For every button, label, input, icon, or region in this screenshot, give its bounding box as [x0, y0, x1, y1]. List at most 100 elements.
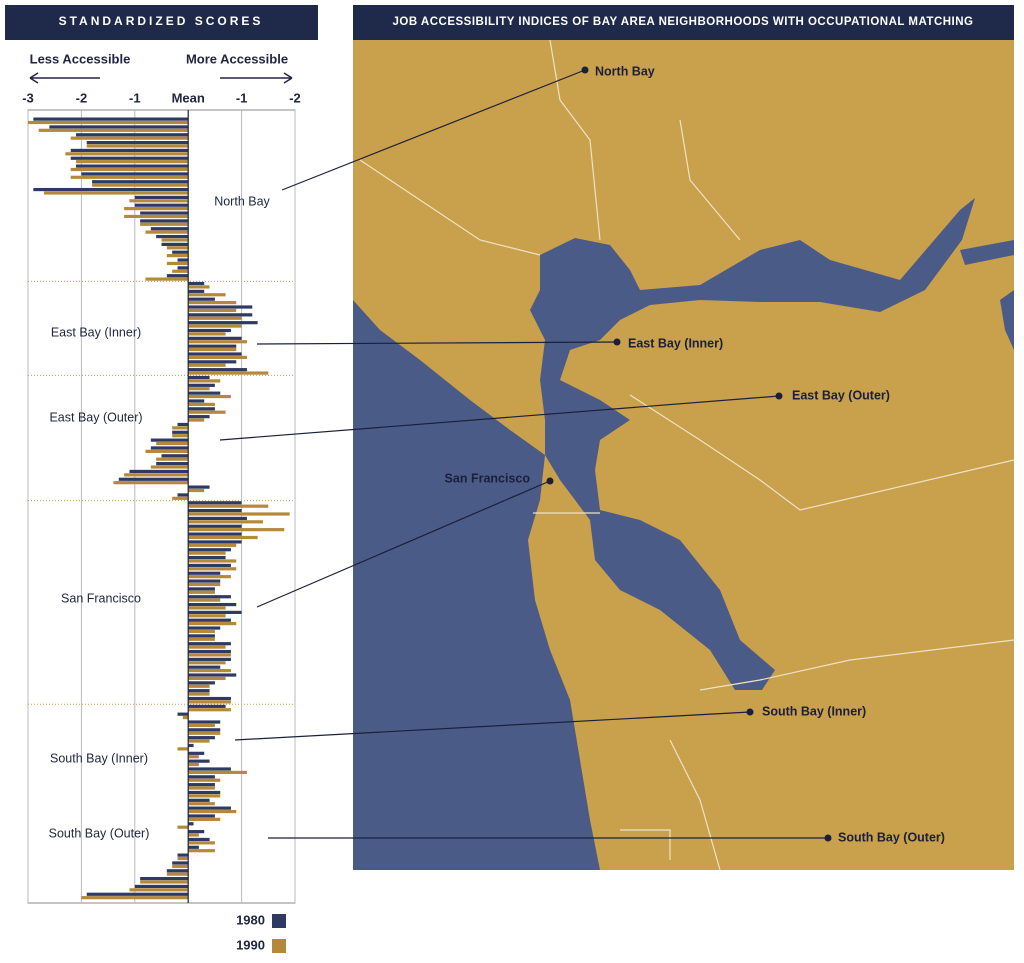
leader-line	[281, 69, 586, 191]
bar	[140, 880, 189, 884]
bar	[188, 582, 221, 587]
bar	[188, 387, 210, 391]
chart-title-bar	[5, 5, 318, 40]
bar	[188, 606, 226, 610]
bar	[188, 555, 226, 560]
bar	[188, 488, 205, 493]
bar	[140, 219, 189, 223]
bar	[188, 300, 237, 305]
group-label: South Bay (Outer)	[49, 826, 150, 840]
bar	[188, 297, 215, 301]
bar	[156, 441, 189, 446]
bar	[188, 689, 210, 693]
bar	[188, 642, 231, 646]
group-label: East Bay (Outer)	[49, 410, 142, 424]
bar	[188, 762, 199, 767]
bar	[188, 817, 221, 821]
bar	[188, 540, 242, 544]
leader-line	[256, 480, 551, 608]
bar	[166, 254, 189, 258]
axis-annotation: Less Accessible	[30, 51, 131, 66]
legend-swatch	[272, 939, 286, 953]
river	[960, 240, 1014, 350]
bar	[150, 227, 189, 231]
bar	[188, 344, 237, 348]
bar	[188, 516, 247, 521]
bar	[188, 790, 221, 795]
bar	[188, 637, 215, 641]
bar	[188, 559, 237, 563]
bar	[188, 402, 215, 406]
bar	[166, 246, 189, 250]
bar	[49, 125, 189, 129]
bar	[81, 172, 189, 176]
bar	[177, 747, 189, 751]
bar	[188, 681, 215, 685]
bar	[188, 313, 253, 317]
bar	[188, 822, 194, 826]
bar	[188, 360, 237, 364]
bar	[150, 438, 189, 442]
bar	[188, 794, 221, 798]
bar	[92, 180, 189, 184]
bar	[177, 258, 189, 262]
bar	[188, 595, 231, 599]
bar	[188, 371, 269, 375]
group-label: East Bay (Inner)	[51, 325, 141, 339]
bar	[188, 708, 231, 712]
bar	[172, 430, 189, 434]
bar	[188, 332, 226, 336]
bar	[129, 888, 189, 892]
bar	[172, 496, 189, 500]
bar	[70, 167, 189, 172]
bar	[177, 853, 189, 857]
bar	[156, 457, 189, 461]
right-arrow	[220, 72, 293, 84]
bar	[188, 755, 199, 759]
bar	[33, 117, 189, 121]
bar	[188, 626, 221, 630]
bar	[188, 602, 237, 607]
bar	[188, 802, 215, 806]
arrows	[29, 72, 293, 84]
bar	[70, 156, 189, 160]
bar	[188, 532, 242, 536]
legend-swatch	[272, 914, 286, 928]
map: JOB ACCESSIBILITY INDICES OF BAY AREA NE…	[353, 5, 1015, 871]
bar	[188, 700, 231, 704]
bar	[188, 567, 237, 571]
x-tick-label: -1	[236, 90, 248, 105]
map-label: North Bay	[595, 64, 655, 78]
bar	[166, 872, 189, 876]
bar	[177, 493, 189, 497]
bar	[172, 861, 189, 865]
bar	[188, 610, 242, 614]
bar	[140, 877, 189, 881]
bar	[188, 504, 269, 508]
bar	[129, 199, 189, 203]
bar	[161, 242, 189, 246]
bar	[156, 234, 189, 239]
bar	[161, 238, 189, 242]
bar	[172, 426, 189, 430]
map-dot	[613, 338, 621, 346]
bar	[145, 277, 189, 281]
axis-annotation: More Accessible	[186, 51, 288, 66]
bar	[188, 524, 242, 528]
bar	[38, 128, 189, 132]
leader-line	[219, 395, 780, 441]
bar	[188, 751, 205, 755]
bar	[161, 454, 189, 458]
bar	[92, 183, 189, 187]
bar	[188, 661, 226, 665]
bar	[188, 676, 226, 681]
bar	[188, 649, 231, 654]
bar	[188, 528, 285, 532]
bar	[150, 446, 189, 450]
bar	[188, 293, 226, 297]
bar	[188, 410, 226, 414]
map-label: San Francisco	[445, 471, 531, 485]
legend-label: 1980	[236, 912, 265, 927]
map-label: East Bay (Outer)	[792, 388, 890, 402]
bar	[28, 120, 189, 125]
